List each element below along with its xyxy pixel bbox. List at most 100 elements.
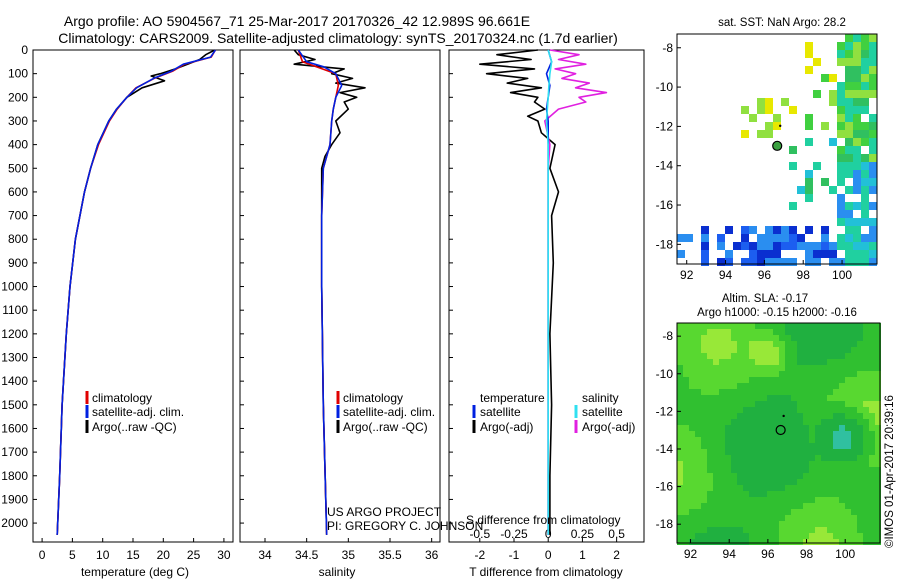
sst-cell <box>853 42 861 50</box>
sla-cell <box>821 515 827 521</box>
sla-cell <box>851 419 857 425</box>
sla-cell <box>761 479 767 485</box>
sla-cell <box>851 503 857 509</box>
sla-cell <box>809 431 815 437</box>
sla-cell <box>851 479 857 485</box>
legend-argo-label: Argo(..raw -QC) <box>92 420 177 434</box>
sla-cell <box>707 533 713 539</box>
x-tick-label: 30 <box>217 548 231 562</box>
sst-cell <box>805 178 813 186</box>
sla-cell <box>749 359 755 365</box>
sla-cell <box>689 389 695 395</box>
sla-cell <box>767 461 773 467</box>
sla-cell <box>737 461 743 467</box>
sla-cell <box>815 437 821 443</box>
sla-cell <box>725 395 731 401</box>
sla-cell <box>857 359 863 365</box>
sla-cell <box>707 371 713 377</box>
sla-cell <box>737 377 743 383</box>
sla-cell <box>821 401 827 407</box>
sla-cell <box>677 485 683 491</box>
temperature-x-axis: 0 5 10 15 20 25 30 <box>39 538 231 562</box>
sla-cell <box>731 389 737 395</box>
sla-cell <box>791 407 797 413</box>
sla-cell <box>707 341 713 347</box>
sla-cell <box>701 449 707 455</box>
sla-cell <box>839 437 845 443</box>
sla-cell <box>869 527 875 533</box>
sla-cell <box>821 329 827 335</box>
sla-cell <box>731 335 737 341</box>
sla-cell <box>707 467 713 473</box>
sla-cell <box>683 371 689 377</box>
sla-cell <box>683 461 689 467</box>
sst-cell <box>837 218 845 226</box>
sst-cell <box>765 234 773 242</box>
sla-cell <box>749 383 755 389</box>
sla-cell <box>695 383 701 389</box>
sla-cell <box>797 485 803 491</box>
sla-cell <box>719 401 725 407</box>
sla-cell <box>707 413 713 419</box>
sla-cell <box>803 521 809 527</box>
sla-cell <box>731 479 737 485</box>
sla-cell <box>749 515 755 521</box>
sla-cell <box>731 515 737 521</box>
sla-cell <box>695 347 701 353</box>
sla-cell <box>827 539 833 545</box>
sla-cell <box>779 323 785 329</box>
sla-cell <box>743 341 749 347</box>
sla-cell <box>683 467 689 473</box>
sla-cell <box>767 509 773 515</box>
sst-cell <box>813 90 821 98</box>
sla-cell <box>689 443 695 449</box>
sla-cell <box>851 533 857 539</box>
sla-cell <box>839 323 845 329</box>
sst-map-panel: sat. SST: NaN Argo: 28.2 92 94 96 98 100-8-1… <box>656 17 878 282</box>
sla-cell <box>803 479 809 485</box>
sla-cell <box>803 413 809 419</box>
sla-cell <box>737 353 743 359</box>
sla-cell <box>839 533 845 539</box>
sst-cell <box>829 250 837 258</box>
sla-cell <box>779 401 785 407</box>
sst-cell <box>837 178 845 186</box>
sla-cell <box>773 431 779 437</box>
sst-cell <box>845 34 853 42</box>
sla-cell <box>785 395 791 401</box>
sla-cell <box>749 401 755 407</box>
sla-cell <box>857 335 863 341</box>
sst-cell <box>765 98 773 106</box>
sst-cell <box>741 234 749 242</box>
sla-cell <box>731 527 737 533</box>
sst-cell <box>853 50 861 58</box>
sla-cell <box>749 431 755 437</box>
sla-cell <box>797 437 803 443</box>
map-x-tick-label: 100 <box>832 268 852 282</box>
sla-cell <box>755 539 761 545</box>
sla-cell <box>839 413 845 419</box>
sla-cell <box>707 509 713 515</box>
depth-tick-label: 1500 <box>1 398 28 412</box>
sst-cell <box>781 234 789 242</box>
sla-cell <box>851 341 857 347</box>
map-x-tick-label: 96 <box>758 268 772 282</box>
sla-cell <box>767 383 773 389</box>
sla-cell <box>833 503 839 509</box>
sla-cell <box>707 383 713 389</box>
sla-cell <box>737 431 743 437</box>
sla-cell <box>779 341 785 347</box>
sla-cell <box>731 509 737 515</box>
sla-cell <box>833 467 839 473</box>
sst-cell <box>757 234 765 242</box>
sla-cell <box>737 413 743 419</box>
sla-cell <box>737 335 743 341</box>
sla-cell <box>677 383 683 389</box>
sla-cell <box>755 425 761 431</box>
sst-cell <box>861 242 869 250</box>
sla-cell <box>857 425 863 431</box>
sla-cell <box>809 365 815 371</box>
sst-cell <box>781 258 789 266</box>
sla-cell <box>791 533 797 539</box>
sla-cell <box>683 515 689 521</box>
